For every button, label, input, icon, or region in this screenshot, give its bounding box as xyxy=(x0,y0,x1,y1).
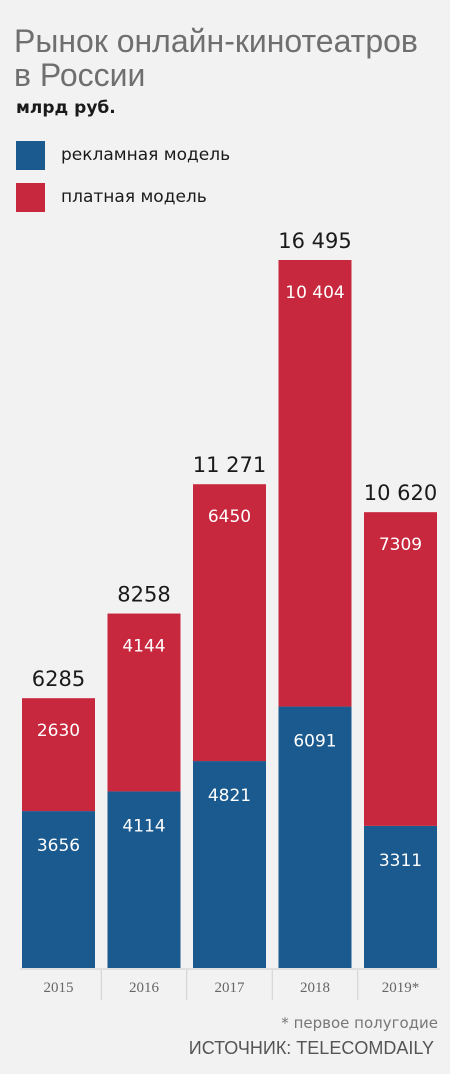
data-label-ad: 3656 xyxy=(37,836,80,856)
total-label: 6285 xyxy=(32,667,85,691)
data-label-paid: 6450 xyxy=(208,507,251,527)
legend-swatch-ad xyxy=(16,140,45,170)
bar-segment-paid xyxy=(364,512,437,826)
data-label-ad: 4821 xyxy=(208,786,251,806)
chart-title: Рынок онлайн-кинотеатров в России xyxy=(14,23,418,93)
data-label-ad: 6091 xyxy=(293,732,336,752)
x-tick-label: 2015 xyxy=(44,980,74,996)
total-label: 10 620 xyxy=(364,481,437,505)
bar-segment-ad xyxy=(193,761,266,968)
legend-swatch-paid xyxy=(16,182,45,212)
legend-item-ad: рекламная модель xyxy=(16,140,230,170)
bar-segment-ad xyxy=(278,706,352,968)
bar-segment-ad xyxy=(107,791,181,968)
unit-label: млрд руб. xyxy=(16,98,116,118)
source-note: ИСТОЧНИК: TELECOMDAILY xyxy=(188,1038,434,1058)
data-label-paid: 4144 xyxy=(122,637,165,657)
x-tick-label: 2018 xyxy=(300,980,330,996)
legend-item-paid: платная модель xyxy=(16,182,230,212)
data-label-ad: 3311 xyxy=(379,851,422,871)
x-tick-label: 2016 xyxy=(129,980,160,996)
data-label-paid: 7309 xyxy=(379,535,422,555)
data-label-paid: 2630 xyxy=(37,721,80,741)
total-label: 11 271 xyxy=(193,453,266,477)
x-tick-label: 2019* xyxy=(382,980,420,996)
footnote: * первое полугодие xyxy=(281,1014,438,1032)
legend: рекламная модель платная модель xyxy=(16,140,230,224)
total-label: 16 495 xyxy=(278,229,351,253)
x-tick-label: 2017 xyxy=(215,980,246,996)
bar-segment-paid xyxy=(107,613,181,792)
bar-segment-ad xyxy=(364,825,437,968)
bar-segment-paid xyxy=(193,484,266,762)
bar-segment-ad xyxy=(22,811,95,968)
legend-label-ad: рекламная модель xyxy=(61,145,231,165)
data-label-paid: 10 404 xyxy=(285,283,344,303)
data-label-ad: 4114 xyxy=(122,816,165,836)
total-label: 8258 xyxy=(117,583,170,607)
bar-segment-paid xyxy=(22,698,95,812)
bar-segment-paid xyxy=(278,260,352,707)
legend-label-paid: платная модель xyxy=(61,187,207,207)
